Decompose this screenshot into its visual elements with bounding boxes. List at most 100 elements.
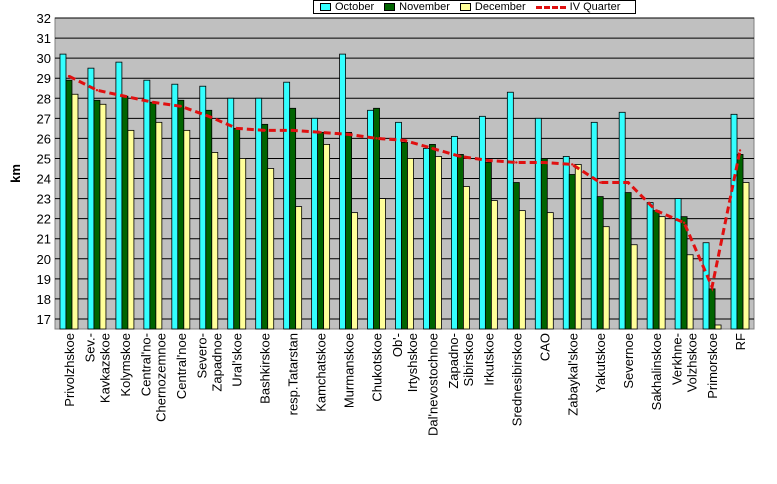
bar-november — [680, 216, 688, 330]
bar-november — [457, 154, 464, 330]
bar-november — [289, 107, 297, 330]
bar-november — [93, 99, 101, 330]
bar-october — [199, 85, 207, 330]
x-tick-label: Srednesibirskoe — [509, 333, 524, 426]
point-iv-quarter — [738, 149, 742, 152]
y-tick-label: 22 — [37, 212, 51, 227]
bar-december — [574, 164, 582, 330]
x-tick-label: Dal'nevostochnoe — [425, 333, 440, 436]
legend: October November December IV Quarter — [313, 0, 636, 14]
bar-november — [708, 288, 716, 330]
legend-label-iv-quarter: IV Quarter — [569, 1, 621, 13]
x-tick-label: Severnoe — [621, 333, 636, 389]
x-tick-label: Central'noe — [174, 333, 189, 399]
bar-december — [602, 226, 610, 330]
bar-october — [227, 97, 235, 330]
bar-november — [233, 127, 241, 330]
y-tick-label: 21 — [37, 232, 51, 247]
bar-october — [534, 117, 542, 330]
bar-december — [211, 152, 219, 330]
x-tick-label: Yakutskoe — [593, 333, 608, 393]
bar-november — [512, 182, 520, 330]
bar-december — [490, 200, 498, 330]
bar-october — [478, 115, 486, 330]
bar-december — [183, 129, 191, 330]
bar-december — [407, 158, 414, 330]
bar-december — [239, 158, 247, 330]
x-tick-label: Primorskoe — [705, 333, 720, 399]
bar-october — [451, 135, 458, 330]
point-iv-quarter — [319, 131, 322, 134]
x-tick-label: Murmanskoe — [342, 333, 357, 408]
point-iv-quarter — [654, 209, 658, 212]
x-tick-label: RF — [733, 333, 748, 350]
y-tick-label: 18 — [37, 292, 51, 307]
legend-label-october: October — [335, 1, 375, 13]
y-tick-label: 23 — [37, 192, 51, 207]
bar-december — [463, 186, 470, 330]
bar-october — [367, 109, 374, 330]
bar-october — [311, 117, 319, 330]
bar-november — [484, 162, 492, 330]
bar-december — [323, 144, 331, 330]
legend-label-november: November — [399, 1, 450, 13]
legend-swatch-december — [459, 3, 471, 11]
point-iv-quarter — [571, 163, 574, 166]
bar-december — [686, 254, 694, 330]
bar-november — [736, 154, 744, 330]
legend-item-october: October — [320, 1, 374, 13]
bar-december — [435, 156, 442, 330]
bar-october — [618, 111, 626, 330]
point-iv-quarter — [515, 161, 518, 164]
bar-october — [283, 81, 291, 330]
bar-october — [423, 148, 430, 330]
y-axis-label: km — [8, 164, 23, 183]
y-tick-label: 31 — [37, 31, 51, 46]
y-tick-label: 20 — [37, 252, 51, 267]
legend-label-december: December — [474, 1, 526, 13]
bar-october — [115, 61, 123, 330]
x-tick-label: Ob'-Irtyshskoe — [390, 333, 420, 392]
point-iv-quarter — [682, 221, 686, 224]
y-tick-label: 29 — [37, 71, 51, 86]
bar-october — [646, 202, 654, 330]
bar-october — [730, 113, 738, 330]
bar-october — [395, 121, 402, 330]
x-tick-label: Sev.-Kavkazskoe — [82, 333, 112, 403]
point-iv-quarter — [67, 74, 71, 78]
point-iv-quarter — [235, 127, 238, 130]
bar-november — [652, 210, 660, 330]
point-iv-quarter — [95, 89, 99, 92]
bar-november — [121, 95, 129, 330]
bar-december — [546, 212, 554, 330]
bar-december — [127, 129, 135, 330]
legend-item-december: December — [459, 1, 526, 13]
bar-november — [373, 107, 380, 330]
y-tick-label: 26 — [37, 131, 51, 146]
legend-item-iv-quarter: IV Quarter — [535, 1, 621, 13]
bar-october — [506, 91, 514, 330]
bar-november — [177, 99, 185, 330]
y-tick-label: 28 — [37, 91, 51, 106]
x-tick-label: Privolzhskoe — [62, 333, 77, 407]
bar-november — [401, 141, 408, 330]
x-tick-label: Bashkirskoe — [258, 333, 273, 404]
y-tick-label: 19 — [37, 272, 51, 287]
x-tick-label: Irkutskoe — [481, 333, 496, 386]
bar-october — [87, 67, 95, 330]
x-tick-label: Chukotskoe — [370, 333, 385, 402]
x-tick-label: Verkhne-Volzhskoe — [670, 333, 700, 392]
y-tick-label: 32 — [37, 11, 51, 26]
point-iv-quarter — [599, 181, 602, 184]
bar-december — [518, 210, 526, 330]
bar-november — [568, 174, 576, 330]
x-tick-label: Kamchatskoe — [314, 333, 329, 412]
point-iv-quarter — [710, 285, 714, 289]
bar-december — [658, 216, 666, 330]
legend-swatch-november — [384, 3, 396, 11]
bar-november — [540, 158, 548, 330]
bar-october — [143, 79, 151, 330]
point-iv-quarter — [459, 155, 462, 158]
